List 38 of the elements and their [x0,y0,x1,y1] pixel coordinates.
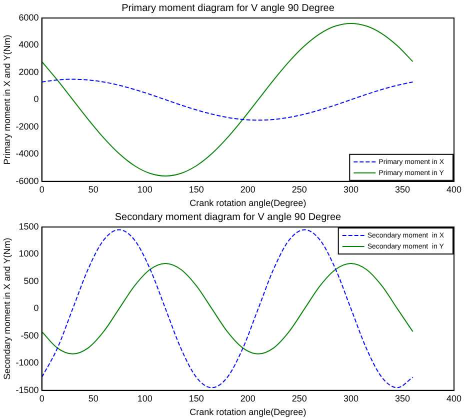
x-tick-label: 300 [343,393,358,404]
y-tick-label: -1500 [16,384,39,395]
x-tick-label: 50 [88,184,98,194]
y-tick-label: 2000 [18,66,39,77]
y-axis-title: Secondary moment in X and Y(Nm) [2,238,12,380]
x-tick-label: 100 [137,393,152,404]
y-tick-label: 500 [24,276,39,286]
y-tick-label: -2000 [16,121,39,132]
y-tick-label: -4000 [16,148,39,159]
x-tick-label: 250 [292,184,307,194]
x-tick-label: 50 [88,393,98,404]
y-tick-label: 1500 [18,221,39,232]
x-tick-label: 400 [446,184,462,194]
y-tick-label: 6000 [18,12,39,22]
x-tick-label: 400 [446,393,462,404]
x-tick-label: 300 [343,184,358,194]
y-axis-title: Primary moment in X and Y(Nm) [2,34,12,165]
y-tick-label: 0 [34,303,39,314]
x-tick-label: 150 [188,184,204,194]
y-tick-label: -1000 [16,358,39,368]
y-tick-label: 0 [34,94,39,104]
chart-title: Secondary moment diagram for V angle 90 Degree [114,212,342,223]
line-series [42,262,414,354]
y-tick-label: -500 [20,330,39,340]
x-tick-label: 350 [394,184,410,194]
x-tick-label: 200 [240,184,256,194]
y-tick-label: 1000 [18,248,39,259]
y-tick-label: 4000 [18,40,39,50]
x-tick-label: 150 [188,393,204,404]
x-axis-title: Crank rotation angle(Degree) [190,198,306,208]
line-series [42,78,414,121]
x-tick-label: 100 [137,184,152,194]
chart-title: Primary moment diagram for V angle 90 Degree [122,2,335,14]
x-tick-label: 250 [292,393,307,404]
y-tick-label: -6000 [16,176,39,186]
x-tick-label: 350 [394,393,410,404]
x-tick-label: 200 [240,393,256,404]
x-axis-title: Crank rotation angle(Degree) [190,407,306,418]
